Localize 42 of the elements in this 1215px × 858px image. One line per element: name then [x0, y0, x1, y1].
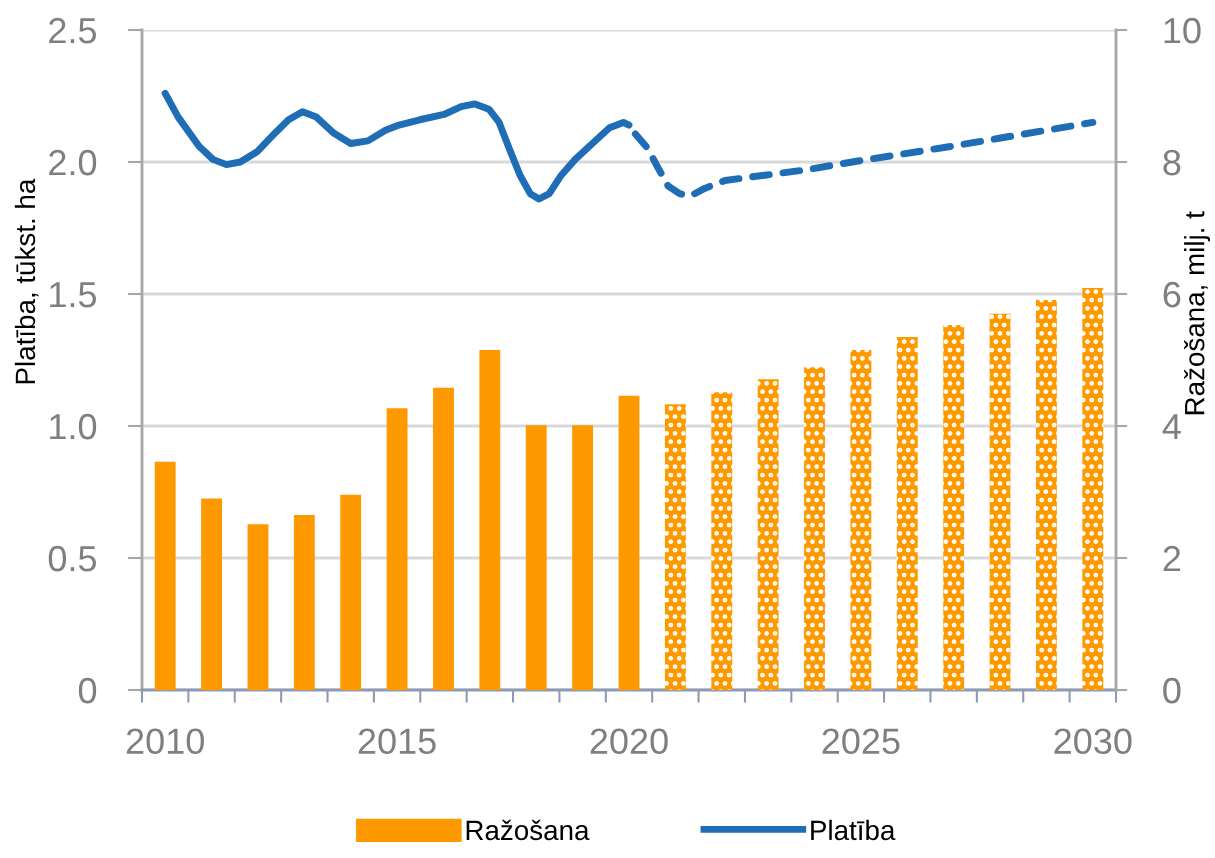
bar — [293, 515, 315, 690]
bar — [247, 524, 269, 690]
bar — [850, 350, 872, 690]
legend-label: Ražošana — [466, 819, 590, 841]
y-tick-label: 2.0 — [49, 149, 97, 176]
y2-tick-label: 4 — [1162, 414, 1181, 440]
y2-axis-title: Ražošana, milj. t — [1183, 211, 1210, 415]
y-tick-label: 0 — [78, 677, 97, 704]
y-tick-label: 2.5 — [49, 17, 97, 44]
x-tick-label: 2025 — [822, 728, 900, 755]
bar — [989, 313, 1011, 690]
x-tick-label: 2030 — [1054, 728, 1132, 755]
bar — [572, 425, 594, 690]
y-tick-label: 1.5 — [50, 282, 97, 308]
bar — [943, 325, 965, 690]
y-axis-title: Platība, tūkst. ha — [14, 178, 39, 384]
y2-tick-label: 10 — [1164, 17, 1201, 44]
bar — [201, 498, 223, 690]
bar — [711, 392, 733, 690]
bar — [154, 461, 176, 690]
x-tick-label: 2015 — [358, 728, 436, 755]
legend-label: Platība — [811, 819, 896, 841]
bar — [804, 367, 825, 690]
y-tick-label: 1.0 — [50, 413, 97, 440]
bar — [340, 494, 362, 690]
y2-tick-label: 2 — [1163, 545, 1181, 572]
y2-tick-label: 8 — [1163, 149, 1181, 176]
bar — [525, 425, 547, 690]
bar — [433, 387, 454, 690]
bar — [386, 408, 408, 690]
bar — [1082, 288, 1104, 690]
x-tick-label: 2010 — [126, 728, 204, 755]
bar — [479, 350, 501, 690]
bar — [896, 336, 918, 690]
y-tick-label: 0.5 — [48, 545, 97, 572]
y2-tick-label: 0 — [1163, 677, 1181, 704]
y2-tick-label: 6 — [1163, 281, 1181, 308]
bar — [664, 404, 686, 690]
bar — [757, 379, 779, 690]
bar — [1035, 299, 1057, 690]
bar — [618, 395, 640, 690]
x-tick-label: 2020 — [590, 728, 668, 755]
